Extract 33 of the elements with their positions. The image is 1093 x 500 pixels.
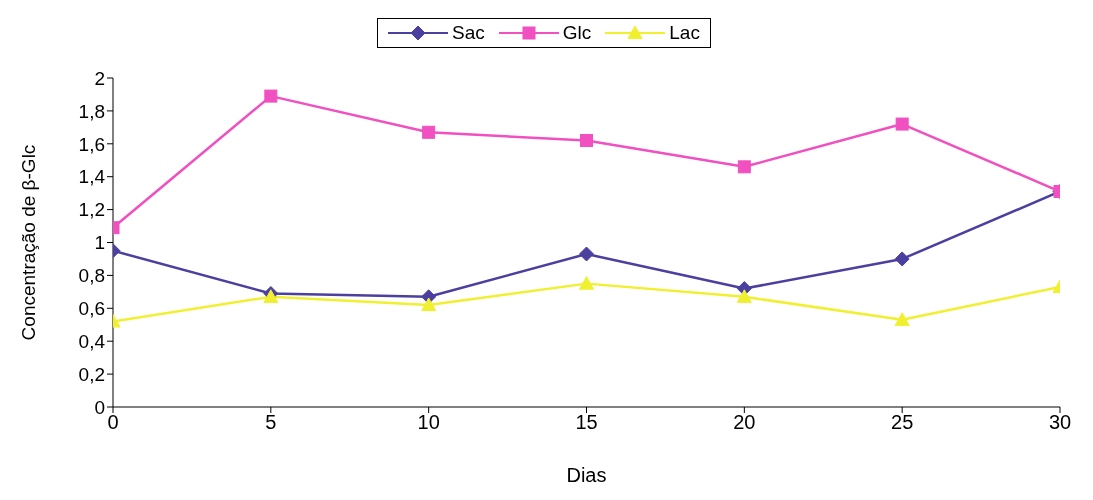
y-tick-label: 0,4	[78, 330, 106, 352]
point	[421, 297, 437, 312]
y-tick-label: 0	[94, 396, 105, 418]
legend-label: Sac	[452, 22, 485, 44]
point	[894, 312, 910, 326]
point	[264, 89, 278, 103]
y-axis-title: Concentração de β-Glc	[17, 144, 39, 341]
y-tick-label: 1,6	[78, 133, 105, 155]
x-axis-title: Dias	[566, 464, 607, 486]
point	[579, 276, 594, 290]
y-tick-label: 1,8	[78, 100, 105, 122]
legend-label: Lac	[669, 22, 700, 44]
point	[894, 251, 910, 267]
y-tick-label: 2	[94, 67, 105, 89]
point	[579, 246, 594, 262]
x-tick-label: 25	[891, 411, 914, 434]
point	[736, 289, 752, 303]
x-tick-label: 15	[575, 411, 598, 434]
x-tick-label: 30	[1048, 411, 1072, 434]
y-tick-label: 0,6	[78, 298, 105, 320]
point	[580, 134, 593, 148]
y-tick-label: 0,2	[78, 363, 105, 385]
x-tick-label: 20	[733, 411, 756, 434]
y-tick-label: 1,2	[78, 199, 105, 221]
point	[422, 125, 436, 139]
x-tick-label: 5	[265, 411, 277, 434]
y-tick-label: 0,8	[78, 265, 105, 287]
legend-label: Glc	[562, 22, 592, 44]
y-tick-label: 1	[94, 232, 105, 254]
x-tick-label: 10	[417, 411, 440, 434]
point	[737, 160, 751, 174]
y-tick-label: 1,4	[78, 166, 106, 188]
point	[895, 117, 909, 131]
